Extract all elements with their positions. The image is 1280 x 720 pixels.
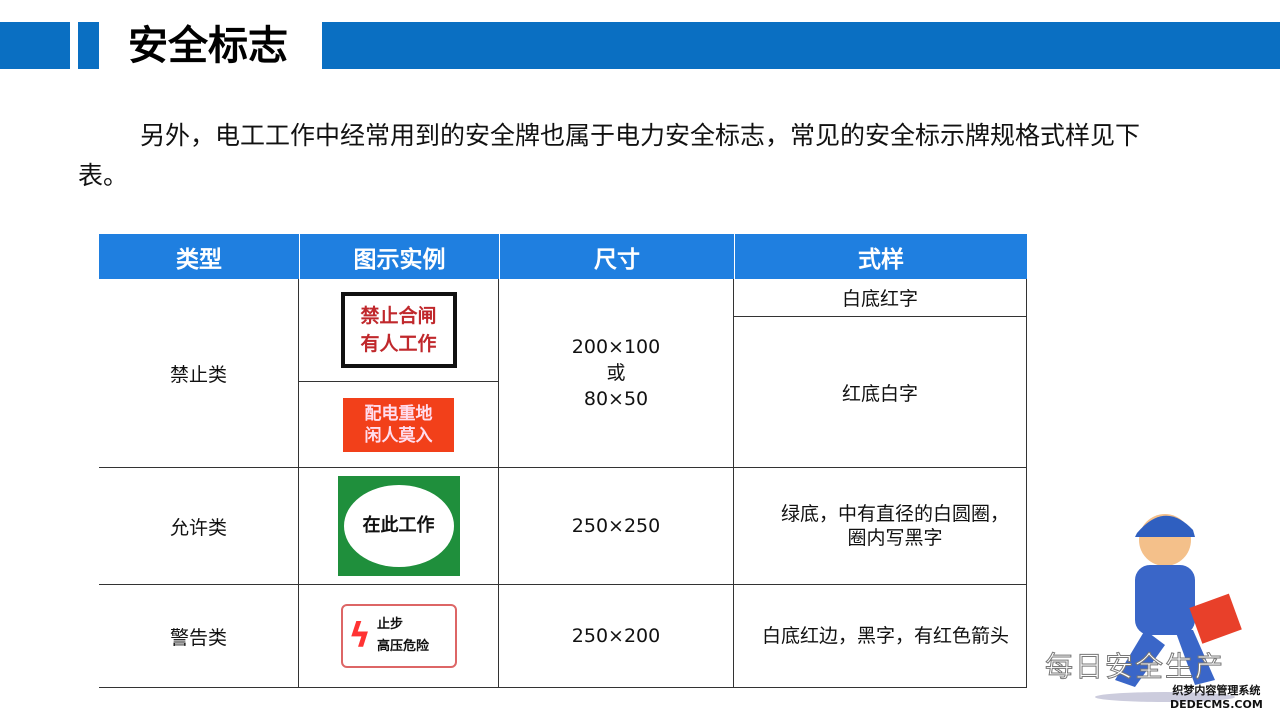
sign-text: 禁止合闸 — [360, 305, 437, 327]
example-cell: 在此工作 — [299, 468, 499, 585]
sign-text: 配电重地 — [364, 403, 433, 424]
header-size: 尺寸 — [499, 234, 734, 279]
header-bar — [78, 22, 99, 69]
sign-work-here: 在此工作 — [337, 476, 460, 576]
sign-text: 闲人莫入 — [364, 425, 433, 446]
sign-text: 在此工作 — [343, 485, 454, 567]
header-example: 图示实例 — [299, 234, 499, 279]
sign-prohibit-switch: 禁止合闸 有人工作 — [340, 292, 457, 368]
type-permit: 允许类 — [99, 468, 299, 585]
sign-no-entry: 配电重地 闲人莫入 — [343, 397, 454, 452]
lightning-icon: ϟ — [348, 616, 371, 656]
brand-name: 每日安全生产 — [1044, 650, 1226, 684]
size-text: 200×100 — [571, 336, 661, 358]
header-style: 式样 — [734, 234, 1027, 279]
style-white-red: 白底红字 — [734, 279, 1027, 317]
watermark-text: 织梦内容管理系统 — [1172, 684, 1261, 697]
page-title: 安全标志 — [128, 23, 288, 69]
watermark-text: DEDECMS.COM — [1170, 698, 1263, 711]
example-cell: ϟ 止步 高压危险 — [299, 585, 499, 688]
header-bar — [0, 22, 70, 69]
watermark: 织梦内容管理系统 DEDECMS.COM — [1170, 684, 1263, 712]
size-text: 或 — [606, 362, 626, 384]
style-warning: 白底红边，黑字，有红色箭头 — [734, 585, 1027, 688]
sign-text: 有人工作 — [360, 333, 437, 355]
sign-high-voltage: ϟ 止步 高压危险 — [340, 604, 457, 668]
sign-text: 止步 — [376, 617, 403, 632]
size-text: 80×50 — [583, 388, 649, 410]
header-type: 类型 — [99, 234, 299, 279]
header-bar — [322, 22, 1280, 69]
worker-mascot-illustration — [1095, 514, 1242, 702]
sign-text: 高压危险 — [376, 639, 429, 654]
size-warning: 250×200 — [499, 585, 734, 688]
example-cell: 配电重地 闲人莫入 — [299, 382, 499, 468]
type-prohibit: 禁止类 — [99, 279, 299, 468]
style-permit: 绿底，中有直径的白圆圈，圈内写黑字 — [734, 468, 1027, 585]
example-cell: 禁止合闸 有人工作 — [299, 279, 499, 382]
intro-paragraph: 另外，电工工作中经常用到的安全牌也属于电力安全标志，常见的安全标示牌规格式样见下… — [78, 121, 1141, 190]
size-prohibit: 200×100 或 80×50 — [499, 279, 734, 468]
size-permit: 250×250 — [499, 468, 734, 585]
type-warning: 警告类 — [99, 585, 299, 688]
style-red-white: 红底白字 — [734, 317, 1027, 468]
